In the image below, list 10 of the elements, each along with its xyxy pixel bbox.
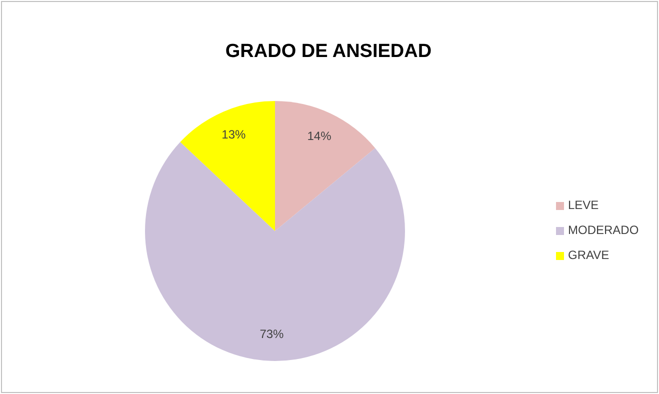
- data-label: 73%: [260, 327, 284, 342]
- legend-label: GRAVE: [568, 248, 610, 262]
- pie-slice: [180, 101, 275, 231]
- legend-label: MODERADO: [568, 223, 639, 238]
- chart-title: GRADO DE ANSIEDAD: [225, 41, 432, 62]
- data-label: 14%: [307, 129, 332, 144]
- pie-slice: [275, 101, 376, 231]
- legend-label: LEVE: [568, 198, 599, 212]
- data-label: 13%: [222, 128, 246, 142]
- pie-slice: [145, 142, 405, 361]
